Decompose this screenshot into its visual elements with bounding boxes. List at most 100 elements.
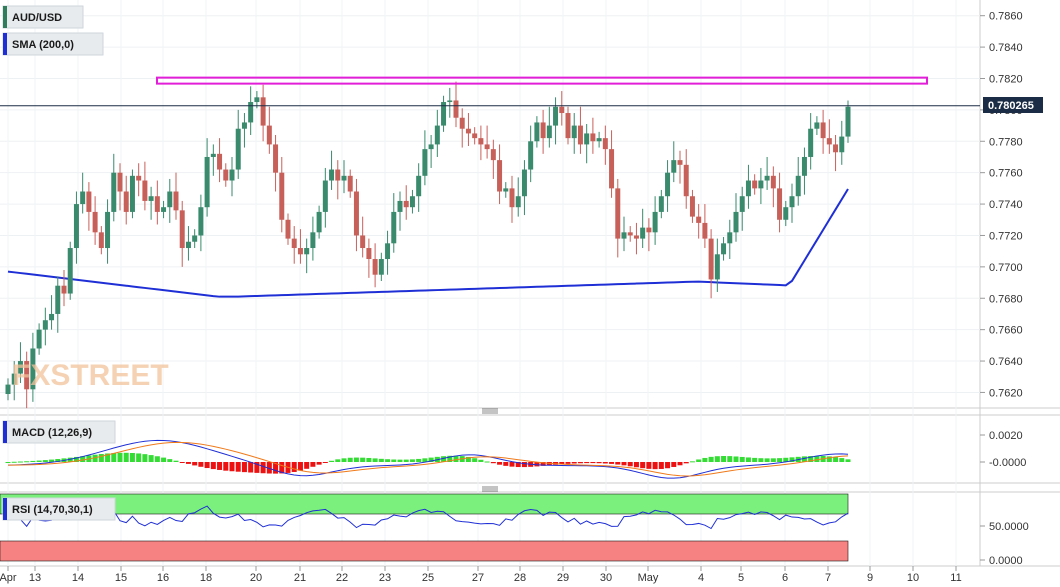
candle [808,113,814,170]
candle-body [609,149,615,189]
candle-body [845,106,851,137]
sma-200-line [7,188,849,298]
macd-histogram-bar [497,462,503,465]
candle-body [596,138,602,142]
candle [453,81,459,128]
candle [689,189,695,223]
candle [708,229,714,299]
candle-body [745,180,751,197]
macd-histogram-bar [758,458,764,462]
macd-histogram-bar [42,460,48,462]
candle-body [820,122,826,139]
macd-histogram-bar [235,462,241,472]
candle-body [428,144,434,150]
macd-histogram-bar [577,462,583,464]
macd-histogram-bar [403,459,409,462]
macd-histogram-bar [814,455,820,462]
candle [266,106,272,154]
candle-body [179,210,185,249]
candle [241,113,247,148]
rsi-badge[interactable]: RSI (14,70,30,1) [2,497,116,521]
candle [341,160,347,194]
macd-histogram-bar [640,462,646,469]
symbol-label: AUD/USD [12,12,62,24]
candle [5,378,11,401]
candle-body [833,144,839,153]
candle [571,113,577,154]
candle-body [229,169,235,181]
candle [105,199,111,264]
macd-histogram-bar [783,457,789,462]
candle [304,238,310,274]
candle [484,125,490,159]
macd-badge[interactable]: MACD (12,26,9) [2,420,116,444]
candle [752,174,758,195]
candle-body [584,133,590,145]
y-tick-label: 0.7840 [989,42,1023,54]
macd-histogram-bar [422,458,428,462]
candle-body [161,207,167,212]
candle-body [329,169,335,181]
macd-histogram-bar [179,462,185,463]
macd-histogram-bar [117,452,123,462]
candle-body [534,122,540,142]
sma-line [7,188,849,298]
candle [185,226,191,261]
x-tick-label: 29 [557,572,569,584]
candle-body [490,149,496,161]
candle-body [385,243,391,260]
candle-body [528,141,534,170]
candle [609,130,615,198]
x-tick-label: 7 [825,572,831,584]
candle [73,191,79,264]
x-tick-label: 21 [294,572,306,584]
candle [764,156,770,190]
candle-body [98,232,104,249]
macd-histogram-bar [204,462,210,469]
macd-histogram-bar [316,462,322,465]
rsi-overbought-zone [0,493,849,515]
candle-body [248,102,254,123]
candle-body [434,125,440,145]
y-tick-label: 0.7620 [989,387,1023,399]
candle-body [154,196,160,212]
x-tick-label: 30 [600,572,612,584]
candle [322,167,328,228]
candle [378,252,384,281]
sma-badge[interactable]: SMA (200,0) [2,32,104,56]
macd-histogram-bar [745,457,751,462]
candle-body [291,238,297,249]
candle [820,109,826,154]
macd-histogram-bar [565,462,571,464]
macd-histogram-bar [845,459,851,462]
candle-body [764,175,770,181]
symbol-badge[interactable]: AUD/USD [2,5,84,29]
macd-histogram-bar [92,454,98,462]
candle-body [453,100,459,118]
candle-body [148,196,154,201]
macd-histogram-bar [478,459,484,462]
macd-histogram-bar [453,455,459,462]
candle-body [615,188,621,239]
candle-body [565,113,571,139]
candle [696,204,702,239]
candle-body [378,259,384,275]
candle-body [839,136,845,153]
candle-body [36,329,42,349]
candle [783,200,789,227]
candle [80,172,86,214]
macd-histogram-bar [123,452,129,462]
macd-histogram-bar [105,453,111,462]
candle [733,193,739,242]
candle [627,226,633,242]
candle [30,332,36,402]
rsi-tick-label: 50.0000 [989,521,1029,533]
grid [0,0,1060,567]
y-tick-label: 0.7820 [989,73,1023,85]
candle [61,270,67,307]
y-tick-label: 0.7720 [989,230,1023,242]
macd-histogram-bar [136,453,142,462]
candle-body [260,97,266,126]
y-tick-label: 0.7760 [989,168,1023,180]
candle-body [123,191,129,212]
